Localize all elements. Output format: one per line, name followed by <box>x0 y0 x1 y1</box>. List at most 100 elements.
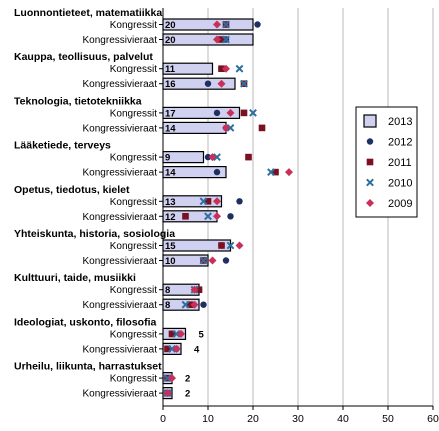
bar-value-label: 14 <box>165 168 176 179</box>
marker-2010 <box>163 374 172 383</box>
marker-2010 <box>226 123 235 132</box>
marker-2012 <box>227 213 234 220</box>
legend-marker-2011 <box>366 158 374 166</box>
legend-marker-2010 <box>366 178 374 187</box>
marker-2010 <box>213 153 221 162</box>
bar-value-label: 12 <box>165 212 176 223</box>
row-label: Kongressit <box>110 64 157 75</box>
row-label: Kongressivieraat <box>83 123 158 134</box>
legend-marker-2009 <box>366 199 374 207</box>
marker-2010 <box>199 256 208 265</box>
marker-2010 <box>181 300 190 309</box>
row-label: Kongressivieraat <box>83 79 158 90</box>
x-tick-label: 20 <box>247 413 259 425</box>
marker-2012 <box>236 198 243 205</box>
bar-value-label: 20 <box>165 20 176 31</box>
marker-2011 <box>168 330 176 338</box>
marker-2011 <box>182 213 189 220</box>
bar-value-label: 16 <box>165 79 176 90</box>
legend-marker-2013 <box>363 114 377 128</box>
bar-2013 <box>162 151 205 164</box>
bar-value-label: 2 <box>185 374 190 385</box>
bar-value-label: 2 <box>185 389 190 400</box>
bar-value-label: 17 <box>165 108 176 119</box>
marker-2009 <box>222 123 230 132</box>
marker-2010 <box>226 241 235 250</box>
marker-2010 <box>172 329 181 338</box>
row-label: Kongressivieraat <box>83 168 158 179</box>
marker-2009 <box>213 197 221 206</box>
x-tick-label: 10 <box>202 413 214 425</box>
row-label: Kongressit <box>110 374 157 385</box>
group-title: Teknologia, tietotekniikka <box>14 95 142 107</box>
marker-2012 <box>254 21 261 28</box>
row-label: Kongressit <box>110 197 157 208</box>
marker-2012 <box>213 109 221 117</box>
group-title: Luonnontieteet, matematiikka <box>14 7 162 19</box>
marker-2009 <box>217 79 226 88</box>
group-title: Urheilu, liikunta, harrastukset <box>14 361 162 373</box>
legend-label: 2010 <box>388 178 412 190</box>
row-label: Kongressivieraat <box>83 212 158 223</box>
marker-2011 <box>204 198 212 205</box>
row-label: Kongressit <box>110 329 157 340</box>
marker-2012 <box>213 168 221 176</box>
marker-2010 <box>199 197 208 206</box>
row-label: Kongressivieraat <box>83 300 158 311</box>
bar-value-label: 20 <box>165 35 176 46</box>
marker-2011 <box>218 242 225 249</box>
marker-2009 <box>168 374 176 383</box>
marker-2010 <box>235 64 244 73</box>
marker-2011 <box>240 109 248 117</box>
row-label: Kongressivieraat <box>83 389 158 400</box>
marker-2009 <box>190 300 199 309</box>
marker-2009 <box>213 20 221 29</box>
marker-2011 <box>272 168 279 176</box>
row-label: Kongressivieraat <box>83 35 158 46</box>
marker-2011 <box>186 301 194 308</box>
group-title: Ideologiat, uskonto, filosofia <box>14 316 156 328</box>
marker-2010 <box>222 20 230 29</box>
bar-value-label: 8 <box>165 300 170 311</box>
marker-2009 <box>208 256 217 265</box>
marker-2009 <box>213 35 221 44</box>
marker-2011 <box>258 124 266 132</box>
bar-value-label: 4 <box>194 344 200 355</box>
marker-2011 <box>245 153 252 161</box>
legend-label: 2011 <box>388 157 412 169</box>
marker-2009 <box>177 329 185 338</box>
marker-2012 <box>200 301 207 308</box>
marker-2009 <box>190 285 199 294</box>
bar-value-label: 11 <box>165 64 176 75</box>
bar-value-label: 15 <box>165 241 176 252</box>
group-title: Kulttuuri, taide, musiikki <box>14 272 136 284</box>
marker-2010 <box>222 35 230 44</box>
x-tick-label: 60 <box>427 413 439 425</box>
bar-2013 <box>162 33 254 46</box>
marker-2009 <box>163 389 172 398</box>
marker-2009 <box>208 153 217 162</box>
legend-label: 2013 <box>388 116 412 128</box>
group-title: Opetus, tiedotus, kielet <box>14 184 130 196</box>
marker-2011 <box>218 65 225 72</box>
bar-2013 <box>162 298 200 311</box>
bar-2013 <box>162 77 236 90</box>
row-label: Kongressit <box>110 241 157 252</box>
x-tick-label: 50 <box>382 413 394 425</box>
legend-marker-2012 <box>366 138 374 145</box>
marker-2009 <box>235 241 244 250</box>
bar-2013 <box>162 195 223 208</box>
bar-2013 <box>162 18 254 31</box>
group-title: Kauppa, teollisuus, palvelut <box>14 51 153 63</box>
group-title: Lääketiede, terveys <box>14 140 111 152</box>
row-label: Kongressit <box>110 20 157 31</box>
x-tick-label: 30 <box>292 413 304 425</box>
legend-label: 2009 <box>388 198 412 210</box>
marker-2009 <box>213 212 221 221</box>
marker-2010 <box>240 79 248 88</box>
bar-2013 <box>162 166 227 179</box>
marker-2009 <box>172 344 181 353</box>
row-label: Kongressit <box>110 285 157 296</box>
bar-value-label: 10 <box>165 256 176 267</box>
